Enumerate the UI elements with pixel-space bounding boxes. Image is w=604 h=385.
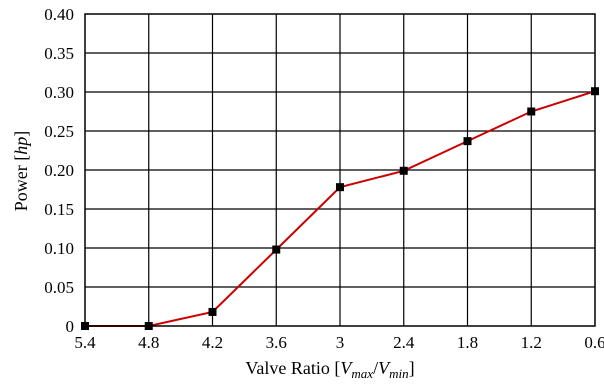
y-axis-title-suffix: ] — [11, 131, 31, 137]
x-axis-title-sub1: max — [351, 366, 373, 381]
x-tick-labels: 5.4 4.8 4.2 3.6 3 2.4 1.8 1.2 0.6 — [74, 333, 604, 352]
x-axis-title-suffix: ] — [409, 358, 415, 378]
x-tick-label: 1.2 — [521, 333, 542, 352]
x-axis-title: Valve Ratio [Vmax/Vmin] — [245, 358, 414, 381]
y-tick-label: 0.05 — [44, 278, 74, 297]
y-axis-title: Power [hp] — [11, 131, 31, 212]
x-tick-label: 5.4 — [74, 333, 96, 352]
data-point-marker — [527, 107, 536, 116]
y-tick-label: 0.30 — [44, 83, 74, 102]
grid-lines — [85, 14, 595, 326]
x-axis-title-prefix: Valve Ratio [ — [245, 358, 340, 378]
y-axis-title-unit: hp — [11, 137, 31, 155]
y-tick-label: 0.35 — [44, 44, 74, 63]
x-tick-label: 4.8 — [138, 333, 159, 352]
x-tick-label: 4.2 — [202, 333, 223, 352]
x-tick-label: 1.8 — [457, 333, 478, 352]
x-tick-label: 3 — [336, 333, 345, 352]
y-axis-title-prefix: Power [ — [11, 155, 31, 212]
x-tick-label: 0.6 — [584, 333, 604, 352]
y-tick-label: 0.25 — [44, 122, 74, 141]
x-axis-title-sub2: min — [389, 366, 409, 381]
data-point-marker — [399, 166, 408, 175]
x-axis-title-var2: V — [378, 358, 391, 378]
y-tick-label: 0 — [66, 317, 75, 336]
data-point-marker — [208, 307, 217, 316]
y-tick-label: 0.10 — [44, 239, 74, 258]
y-tick-labels: 0 0.05 0.10 0.15 0.20 0.25 0.30 0.35 0.40 — [44, 5, 74, 336]
y-tick-label: 0.20 — [44, 161, 74, 180]
x-tick-label: 2.4 — [393, 333, 415, 352]
x-axis-title-var1: V — [340, 358, 353, 378]
data-point-marker — [336, 183, 344, 192]
x-tick-label: 3.6 — [266, 333, 287, 352]
data-point-marker — [463, 137, 472, 146]
plot-frame — [84, 13, 596, 327]
data-point-marker — [272, 245, 281, 254]
x-axis-title-slash: / — [373, 358, 378, 378]
y-tick-label: 0.15 — [44, 200, 74, 219]
y-tick-label: 0.40 — [44, 5, 74, 24]
